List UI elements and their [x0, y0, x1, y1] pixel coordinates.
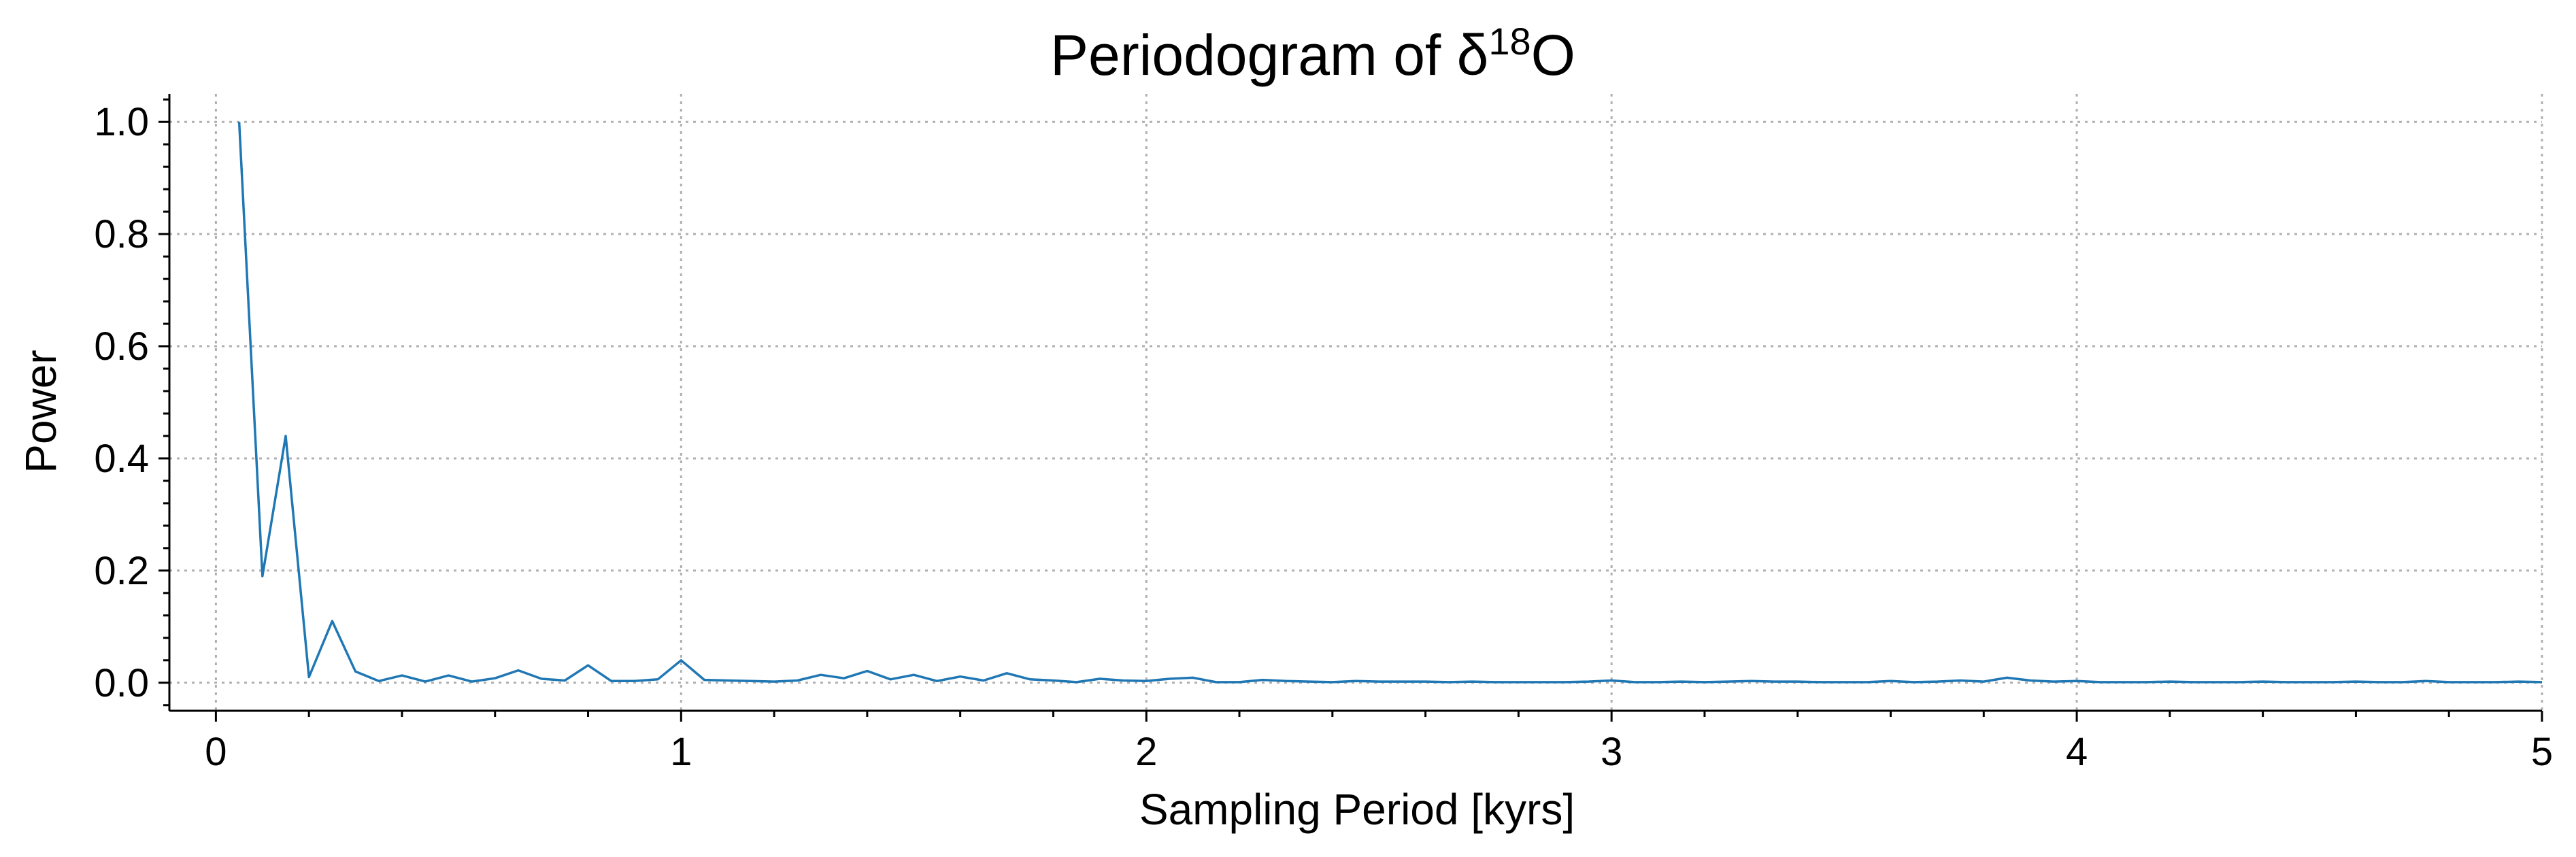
- power-series-line: [237, 122, 2543, 684]
- y-tick-label: 1.0: [94, 100, 149, 144]
- y-axis-label: Power: [16, 350, 65, 473]
- y-tick-label: 0.0: [94, 661, 149, 705]
- x-tick-label: 0: [205, 730, 227, 774]
- y-tick-label: 0.4: [94, 437, 149, 481]
- chart-title-suffix: O: [1531, 23, 1575, 87]
- chart-title-prefix: Periodogram of δ: [1050, 23, 1488, 87]
- x-tick-label: 2: [1135, 730, 1157, 774]
- y-tick-label: 0.8: [94, 212, 149, 256]
- x-tick-label: 5: [2531, 730, 2553, 774]
- series-layer: [237, 122, 2543, 684]
- axis-ticks: 0 1 2 3 4 5 0.0 0.2 0.4 0.6 0.8 1.0: [94, 98, 2553, 774]
- chart-title: Periodogram of δ18O: [1050, 20, 1575, 87]
- x-tick-label: 1: [670, 730, 692, 774]
- x-tick-label: 4: [2066, 730, 2088, 774]
- grid-lines: [169, 94, 2543, 711]
- chart-title-superscript: 18: [1488, 20, 1530, 63]
- x-tick-label: 3: [1601, 730, 1622, 774]
- y-tick-label: 0.2: [94, 549, 149, 593]
- y-tick-label: 0.6: [94, 324, 149, 369]
- x-axis-label: Sampling Period [kyrs]: [1139, 785, 1575, 834]
- axis-spines: [168, 94, 2542, 712]
